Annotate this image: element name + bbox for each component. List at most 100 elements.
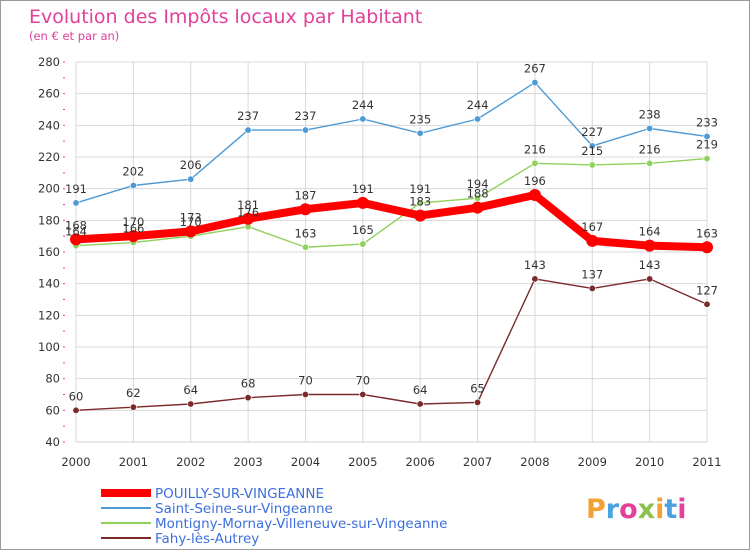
x-tick-label: 2003 bbox=[233, 455, 262, 469]
data-point bbox=[127, 230, 140, 243]
data-point bbox=[646, 159, 654, 167]
data-point bbox=[244, 126, 252, 134]
data-point bbox=[474, 398, 482, 406]
x-tick-label: 2008 bbox=[520, 455, 549, 469]
data-label: 164 bbox=[639, 225, 661, 239]
data-point bbox=[184, 225, 197, 238]
data-point bbox=[703, 300, 711, 308]
data-label: 191 bbox=[409, 182, 431, 196]
y-tick-label: 160 bbox=[38, 245, 60, 259]
data-point bbox=[70, 233, 82, 246]
data-point bbox=[588, 284, 596, 292]
data-label: 163 bbox=[294, 226, 316, 240]
series-line bbox=[72, 191, 711, 252]
data-point bbox=[531, 159, 539, 167]
data-label: 173 bbox=[180, 210, 202, 224]
data-point bbox=[416, 199, 424, 207]
data-label: 70 bbox=[355, 374, 370, 388]
data-point bbox=[242, 212, 255, 225]
chart-subtitle: (en € et par an) bbox=[29, 29, 119, 43]
legend-label: POUILLY-SUR-VINGEANNE bbox=[155, 486, 324, 502]
x-tick-label: 2000 bbox=[61, 455, 90, 469]
data-label: 137 bbox=[581, 267, 603, 281]
data-label: 237 bbox=[237, 109, 259, 123]
y-tick-label: 260 bbox=[38, 87, 60, 101]
data-point bbox=[359, 115, 367, 123]
data-label: 176 bbox=[237, 206, 259, 220]
data-point bbox=[359, 390, 367, 398]
grid bbox=[75, 61, 708, 443]
y-tick-label: 220 bbox=[38, 150, 60, 164]
data-point bbox=[301, 126, 309, 134]
y-tick-label: 180 bbox=[38, 213, 60, 227]
data-point bbox=[129, 182, 137, 190]
data-label: 227 bbox=[581, 125, 603, 139]
data-point bbox=[703, 132, 711, 140]
legend-label: Fahy-lès-Autrey bbox=[155, 531, 259, 547]
data-point bbox=[187, 175, 195, 183]
data-point bbox=[646, 125, 654, 133]
data-label: 219 bbox=[696, 138, 718, 152]
series-line bbox=[75, 157, 708, 248]
data-label: 215 bbox=[581, 144, 603, 158]
data-label: 60 bbox=[69, 389, 84, 403]
data-label: 64 bbox=[183, 383, 198, 397]
data-point bbox=[359, 240, 367, 248]
data-point bbox=[586, 234, 599, 247]
data-point bbox=[703, 155, 711, 163]
data-point bbox=[474, 194, 482, 202]
data-label: 170 bbox=[122, 215, 144, 229]
data-point bbox=[528, 189, 541, 201]
data-point bbox=[646, 275, 654, 283]
data-point bbox=[414, 209, 427, 222]
data-point bbox=[416, 129, 424, 137]
y-tick-label: 80 bbox=[45, 372, 60, 386]
data-point bbox=[72, 199, 80, 207]
proxiti-logo: Proxiti bbox=[586, 494, 687, 525]
legend-label: Saint-Seine-sur-Vingeanne bbox=[155, 501, 333, 517]
data-label: 196 bbox=[524, 174, 546, 188]
x-tick-label: 2001 bbox=[119, 455, 148, 469]
x-tick-label: 2011 bbox=[692, 455, 721, 469]
data-label: 163 bbox=[696, 226, 718, 240]
data-point bbox=[474, 115, 482, 123]
svg-text:Proxiti: Proxiti bbox=[586, 494, 687, 525]
legend: POUILLY-SUR-VINGEANNESaint-Seine-sur-Vin… bbox=[101, 486, 447, 547]
data-point bbox=[187, 400, 195, 408]
data-point bbox=[244, 394, 252, 402]
y-tick-label: 200 bbox=[38, 182, 60, 196]
y-tick-label: 120 bbox=[38, 308, 60, 322]
legend-label: Montigny-Mornay-Villeneuve-sur-Vingeanne bbox=[155, 516, 447, 532]
x-tick-label: 2004 bbox=[291, 455, 320, 469]
data-label: 70 bbox=[298, 374, 313, 388]
x-tick-label: 2002 bbox=[176, 455, 205, 469]
data-label: 168 bbox=[65, 218, 87, 232]
data-point bbox=[416, 400, 424, 408]
data-label: 143 bbox=[524, 258, 546, 272]
x-tick-label: 2007 bbox=[463, 455, 492, 469]
data-point bbox=[129, 403, 137, 411]
data-point bbox=[701, 241, 713, 254]
data-label: 165 bbox=[352, 223, 374, 237]
series-layer bbox=[70, 79, 713, 414]
data-point bbox=[531, 79, 539, 87]
series-line bbox=[75, 278, 708, 412]
y-tick-label: 60 bbox=[45, 403, 60, 417]
data-label: 167 bbox=[581, 220, 603, 234]
data-label: 166 bbox=[122, 222, 144, 236]
data-point bbox=[471, 201, 484, 214]
chart-title: Evolution des Impôts locaux par Habitant bbox=[29, 6, 422, 28]
y-tick-label: 40 bbox=[45, 435, 60, 449]
data-point bbox=[588, 142, 596, 150]
axes: 40 60 80 100 120 140 160 180 200 220 240 260 280 2000… bbox=[38, 55, 722, 469]
y-tick-label: 140 bbox=[38, 277, 60, 291]
series-line bbox=[75, 81, 708, 204]
x-tick-label: 2010 bbox=[635, 455, 664, 469]
data-label: 187 bbox=[294, 188, 316, 202]
data-label: 235 bbox=[409, 112, 431, 126]
data-label: 164 bbox=[65, 225, 87, 239]
data-label: 183 bbox=[409, 195, 431, 209]
data-label: 238 bbox=[639, 108, 661, 122]
